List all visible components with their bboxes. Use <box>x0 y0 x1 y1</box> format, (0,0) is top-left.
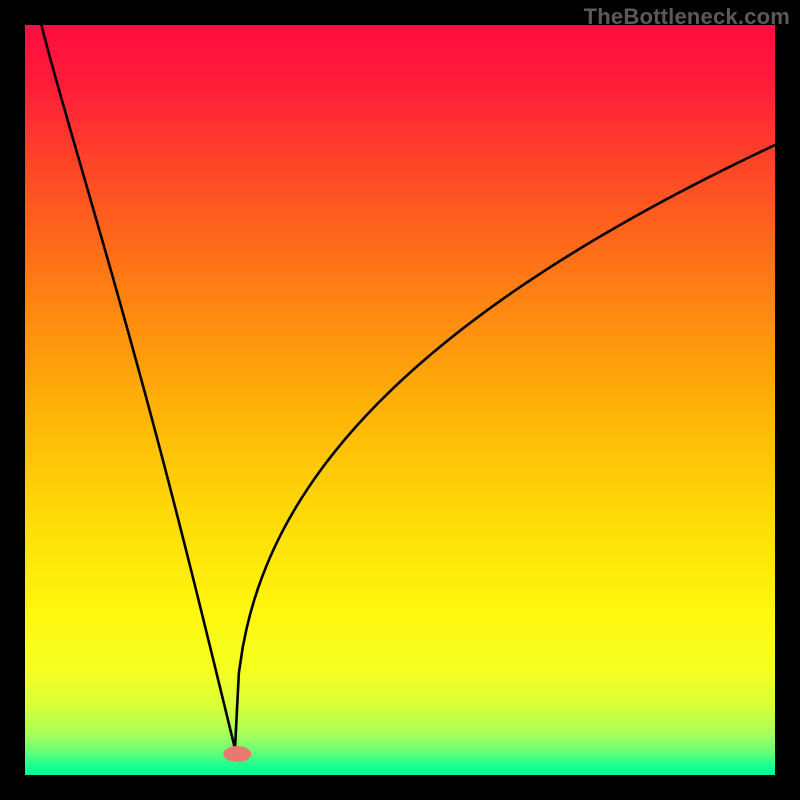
chart-container: TheBottleneck.com <box>0 0 800 800</box>
plot-background <box>25 25 775 775</box>
watermark-text: TheBottleneck.com <box>584 4 790 30</box>
optimum-marker <box>223 746 251 762</box>
bottleneck-chart <box>0 0 800 800</box>
